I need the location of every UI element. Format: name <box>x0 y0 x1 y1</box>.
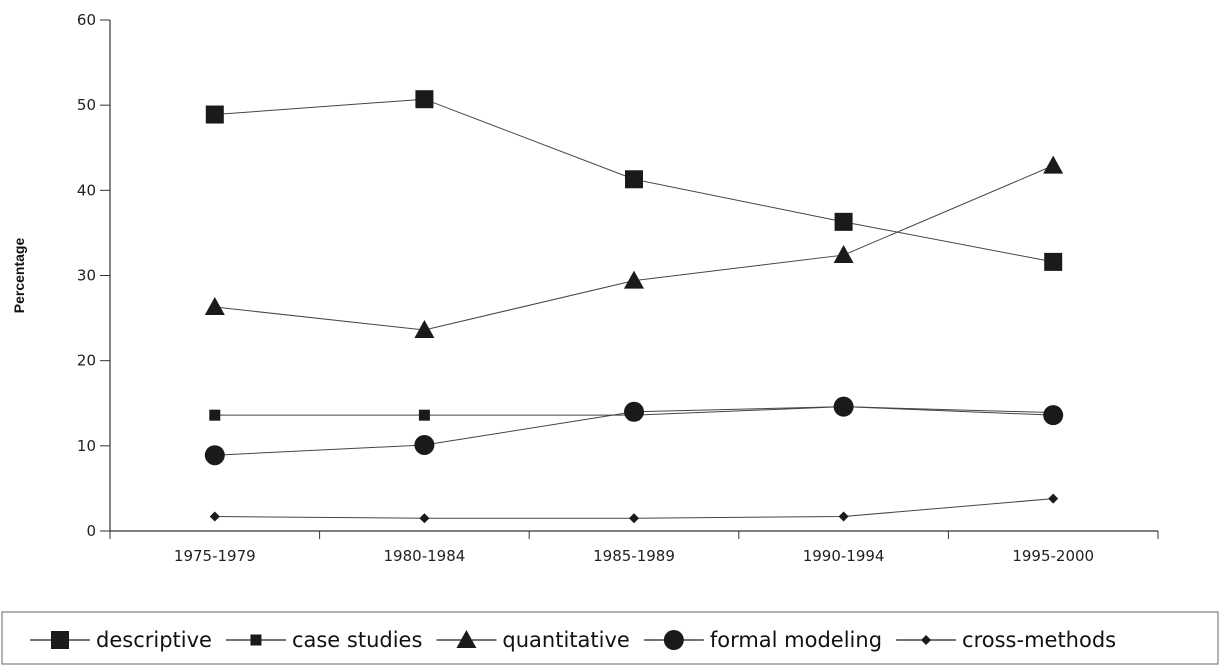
legend-marker <box>51 631 69 649</box>
point-quantitative <box>204 297 225 316</box>
legend-entry-case-studies: case studies <box>225 628 422 652</box>
point-formal-modeling <box>204 445 225 466</box>
legend-label: descriptive <box>96 628 212 652</box>
x-tick-label: 1985-1989 <box>593 547 675 565</box>
point-cross-methods <box>1048 493 1059 504</box>
legend-entry-quantitative: quantitative <box>436 628 630 652</box>
point-descriptive <box>205 105 224 124</box>
legend-marker <box>921 635 932 645</box>
point-descriptive <box>415 90 434 109</box>
x-tick-label: 1995-2000 <box>1012 547 1094 565</box>
legend-marker <box>456 630 477 648</box>
legend-entry-formal-modeling: formal modeling <box>643 628 882 652</box>
y-tick-label: 60 <box>77 11 96 29</box>
series-line-quantitative <box>214 165 1054 331</box>
point-cross-methods <box>629 513 639 524</box>
series-quantitative <box>204 155 1064 339</box>
point-formal-modeling <box>624 401 644 422</box>
y-tick-label: 40 <box>77 181 96 199</box>
series-cross-methods <box>209 493 1059 524</box>
point-cross-methods <box>209 511 220 522</box>
point-formal-modeling <box>1043 405 1064 426</box>
point-descriptive <box>834 212 853 231</box>
y-tick-label: 50 <box>77 96 96 114</box>
legend: descriptive case studies quantitative forma… <box>1 611 1219 665</box>
legend-label: quantitative <box>502 628 629 652</box>
point-formal-modeling <box>414 434 435 455</box>
point-quantitative <box>1043 155 1064 174</box>
point-quantitative <box>833 245 854 264</box>
axes: 0 10 20 30 40 50 60 1975-1979 1980-1984 1985-1989… <box>11 11 1159 565</box>
legend-label: formal modeling <box>710 628 882 652</box>
y-axis-label: Percentage <box>11 238 27 314</box>
legend-entry-descriptive: descriptive <box>30 628 212 652</box>
y-tick-label: 0 <box>86 522 96 540</box>
point-cross-methods <box>838 511 849 522</box>
x-tick-label: 1975-1979 <box>174 547 256 565</box>
y-tick-label: 20 <box>77 352 96 370</box>
point-descriptive <box>625 170 643 189</box>
y-tick-label: 30 <box>77 267 96 285</box>
point-case-studies <box>418 409 430 421</box>
point-formal-modeling <box>833 396 854 417</box>
series-descriptive <box>205 90 1063 271</box>
legend-label: case studies <box>292 628 422 652</box>
point-case-studies <box>209 409 221 421</box>
series-formal-modeling <box>204 396 1064 466</box>
point-cross-methods <box>419 513 430 524</box>
x-tick-label: 1980-1984 <box>384 547 466 565</box>
series-layer <box>204 90 1064 524</box>
legend-label: cross-methods <box>962 628 1116 652</box>
point-descriptive <box>1044 252 1063 271</box>
legend-entry-cross-methods: cross-methods <box>896 628 1116 652</box>
legend-box <box>1 611 1219 665</box>
x-tick-label: 1990-1994 <box>803 547 885 565</box>
point-quantitative <box>624 270 644 289</box>
point-quantitative <box>414 320 435 339</box>
y-tick-label: 10 <box>77 437 96 455</box>
legend-marker <box>250 634 262 646</box>
legend-marker <box>663 630 684 650</box>
